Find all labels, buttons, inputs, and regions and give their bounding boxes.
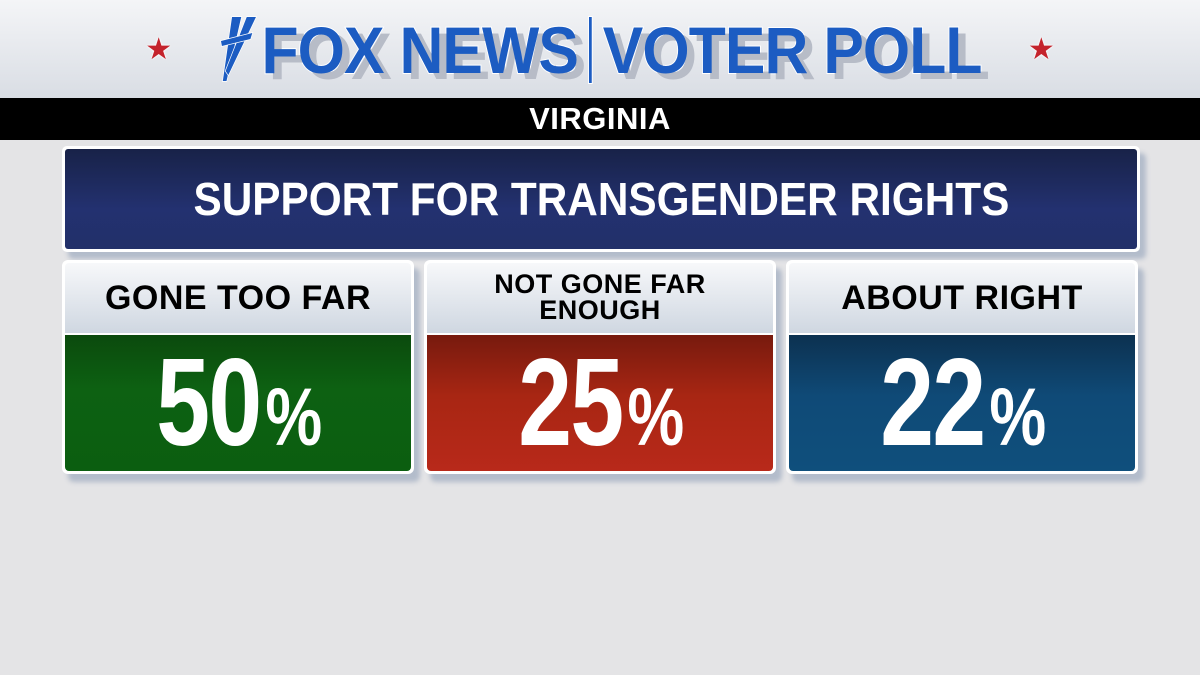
card-body: 25%	[427, 335, 773, 471]
card-label-text: NOT GONE FAR ENOUGH	[494, 269, 706, 325]
card-label: ABOUT RIGHT	[841, 279, 1083, 317]
star-icon-left: ★	[145, 33, 173, 66]
value-number: 22	[879, 334, 986, 472]
result-cards: GONE TOO FAR 50% NOT GONE FAR ENOUGH 25%…	[62, 260, 1140, 474]
card-body: 22%	[789, 335, 1135, 471]
fox-news-voter-poll-logo: ★ FOX NEWS VOTER POLL ★	[0, 8, 1200, 92]
brand-name: FOX NEWS	[260, 12, 579, 88]
card-header: NOT GONE FAR ENOUGH	[427, 263, 773, 335]
state-label: VIRGINIA	[529, 101, 671, 136]
card-body: 50%	[65, 335, 411, 471]
value-number: 50	[155, 334, 262, 472]
header-band: ★ FOX NEWS VOTER POLL ★	[0, 0, 1200, 98]
card-header: GONE TOO FAR	[65, 263, 411, 335]
percent-sign: %	[626, 372, 684, 463]
result-card-gone-too-far: GONE TOO FAR 50%	[62, 260, 414, 474]
card-value: 50%	[155, 334, 322, 472]
title-inner: SUPPORT FOR TRANSGENDER RIGHTS	[65, 149, 1137, 249]
percent-sign: %	[264, 372, 322, 463]
card-header: ABOUT RIGHT	[789, 263, 1135, 335]
result-card-about-right: ABOUT RIGHT 22%	[786, 260, 1138, 474]
star-icon-right: ★	[1027, 33, 1055, 66]
poll-question-title: SUPPORT FOR TRANSGENDER RIGHTS	[193, 173, 1009, 225]
card-value: 25%	[517, 334, 684, 472]
logo-divider	[588, 17, 592, 83]
state-bar: VIRGINIA	[0, 98, 1200, 140]
fox-searchlight-icon	[219, 16, 257, 82]
logo-wordmark: FOX NEWS VOTER POLL	[219, 12, 984, 88]
card-label: NOT GONE FAR ENOUGH	[470, 269, 730, 325]
value-number: 25	[517, 334, 624, 472]
product-name: VOTER POLL	[602, 12, 984, 88]
result-card-not-gone-far-enough: NOT GONE FAR ENOUGH 25%	[424, 260, 776, 474]
card-label: GONE TOO FAR	[104, 279, 372, 317]
percent-sign: %	[988, 372, 1046, 463]
title-panel: SUPPORT FOR TRANSGENDER RIGHTS	[62, 146, 1140, 252]
card-value: 22%	[879, 334, 1046, 472]
